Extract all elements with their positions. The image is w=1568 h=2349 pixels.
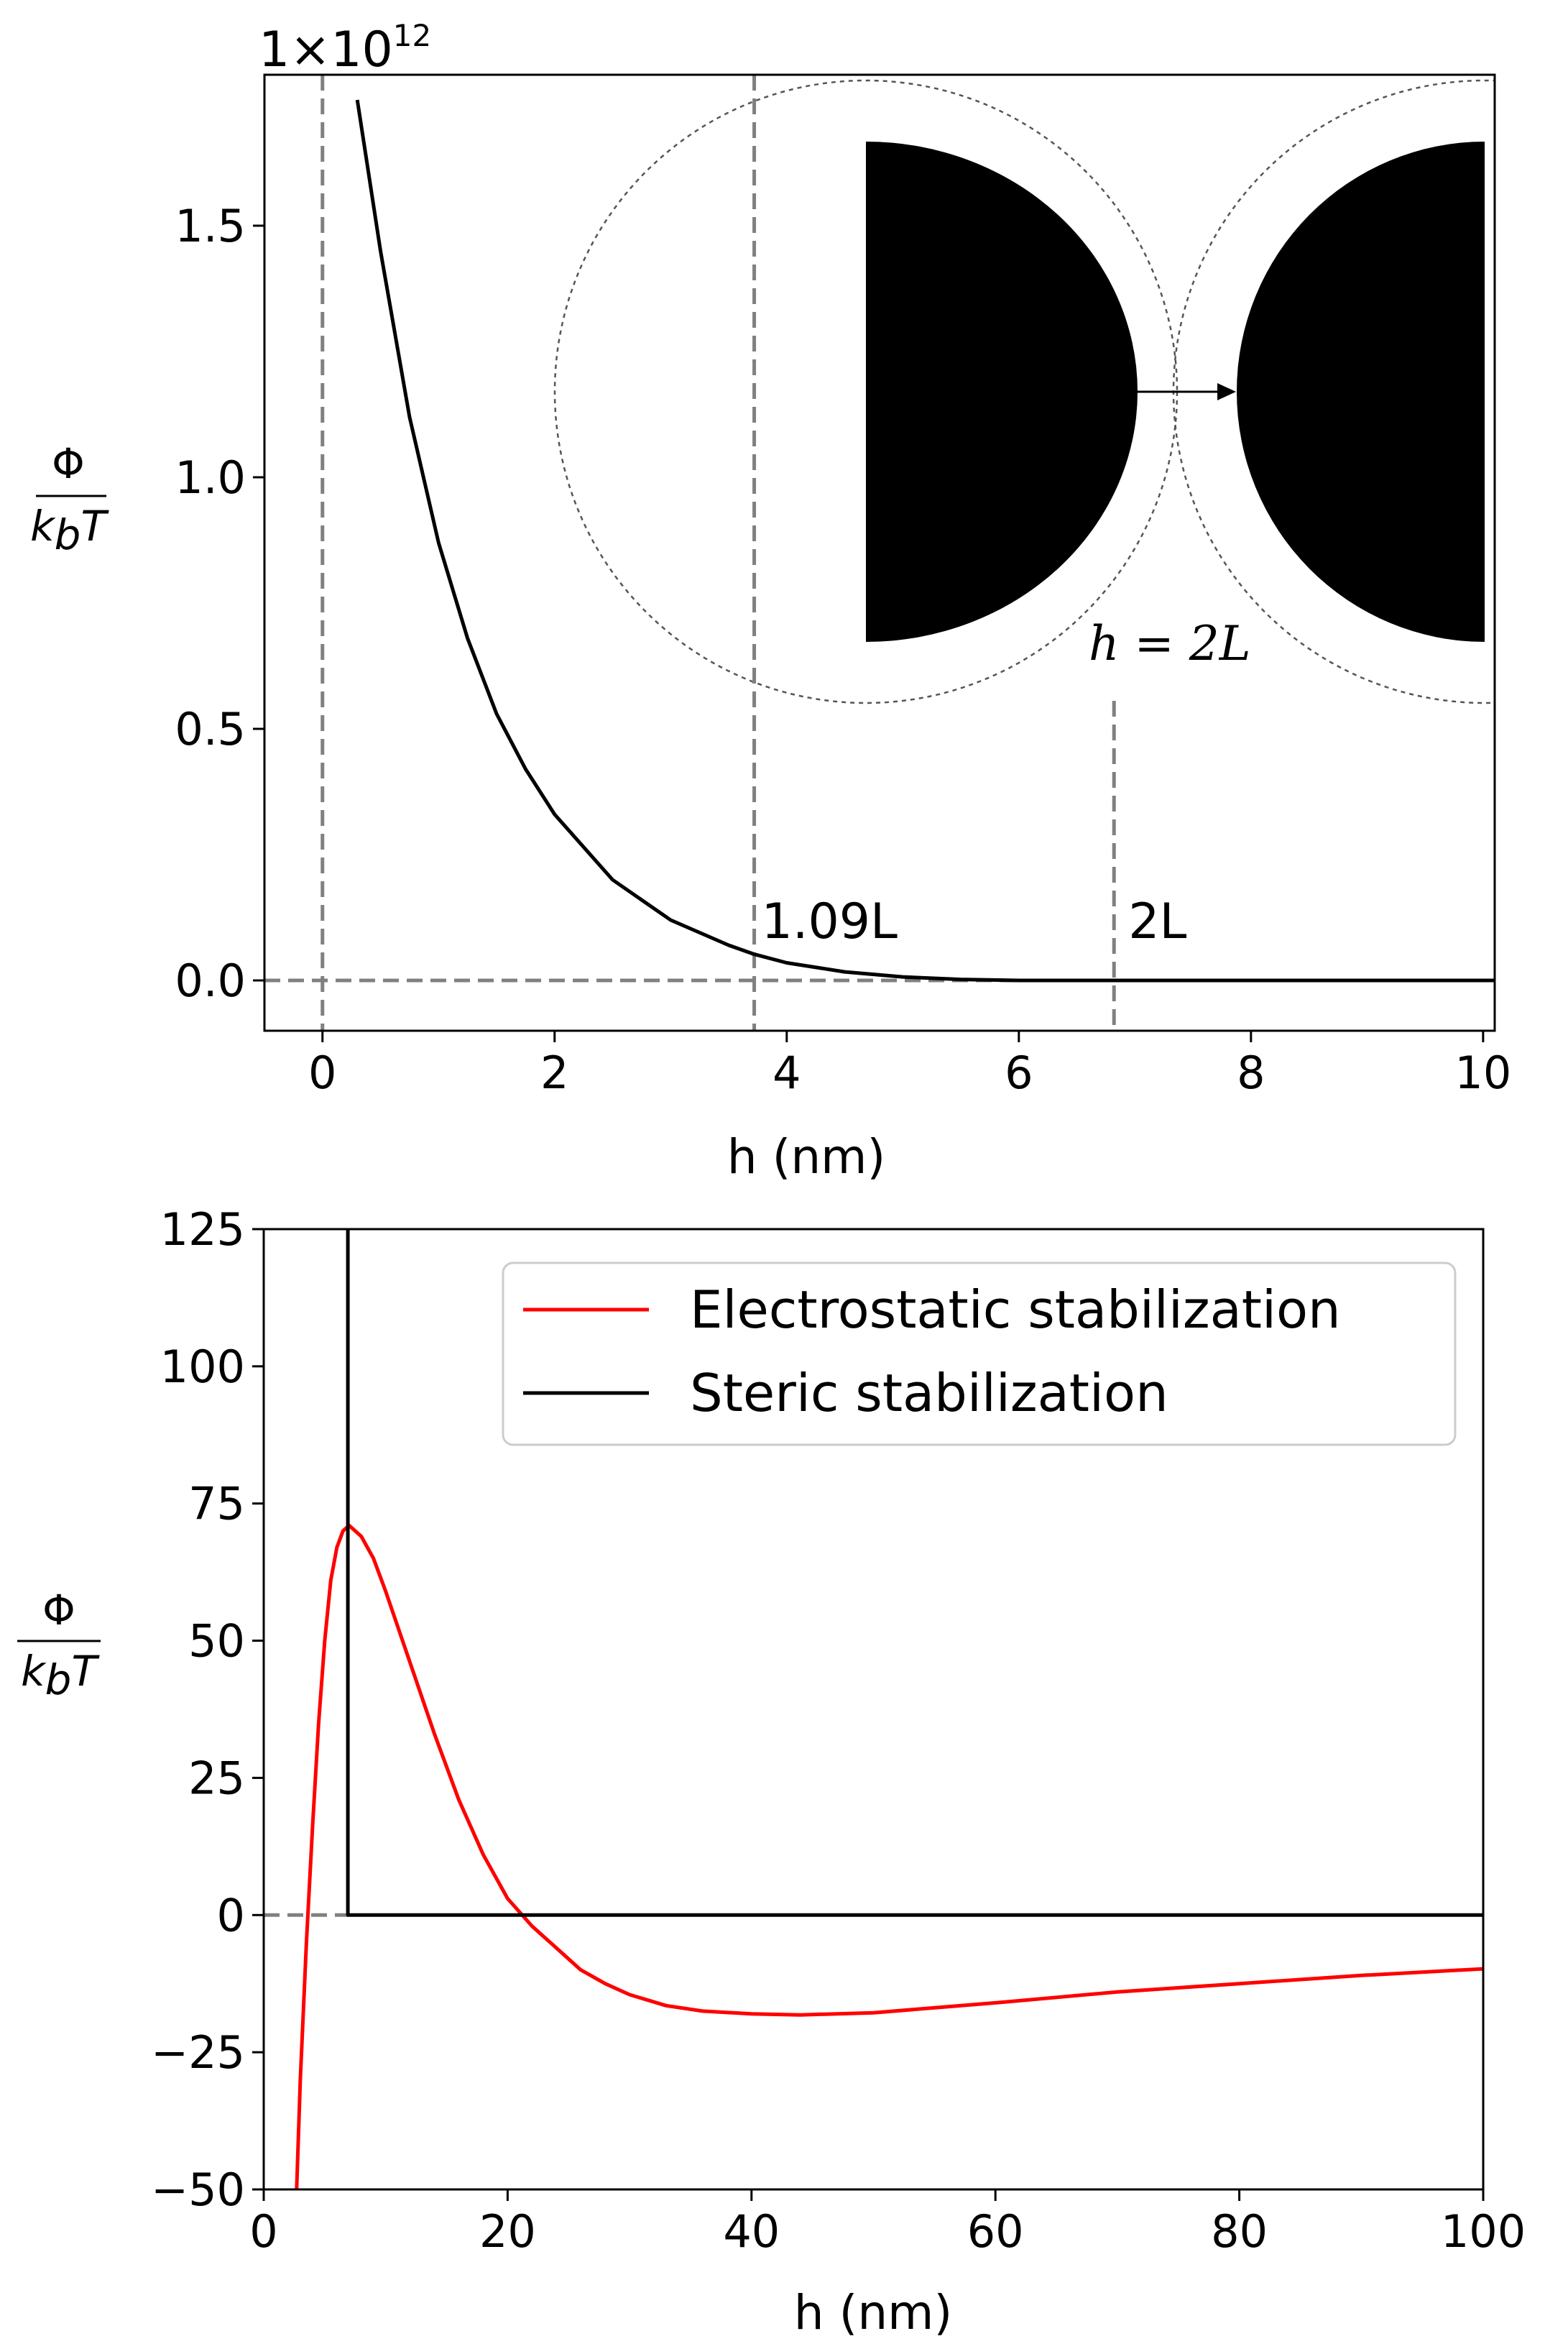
y-tick-label: −25 [151, 2026, 245, 2079]
x-tick-label: 20 [479, 2205, 536, 2258]
svg-text:kbT: kbT [30, 502, 109, 559]
legend-label-steric: Steric stabilization [690, 1363, 1168, 1423]
left-particle [866, 142, 1138, 642]
bottom-series [295, 1229, 1483, 2189]
x-tick-label: 6 [1005, 1047, 1033, 1099]
top-y-ticks: 0.0 0.5 1.0 1.5 [175, 200, 264, 1007]
bottom-y-axis-label: Φ kbT [17, 1586, 101, 1704]
series-line-steric-repulsion [355, 99, 1495, 983]
top-offset-text: 1×1012 [259, 18, 431, 78]
top-x-axis-label: h (nm) [727, 1129, 885, 1185]
series-line-electrostatic-stabilization [295, 1523, 1483, 2189]
top-y-axis-label: Φ kbT [30, 439, 109, 559]
top-x-ticks: 0 2 4 6 8 10 [308, 1031, 1511, 1099]
y-tick-label: 0 [217, 1889, 245, 1941]
arrowhead-right-icon [1217, 383, 1236, 400]
svg-text:kbT: kbT [21, 1647, 100, 1704]
legend-box [502, 1261, 1457, 1446]
y-tick-label: 0.5 [175, 703, 246, 755]
x-tick-label: 80 [1211, 2205, 1268, 2258]
particle-schematic-inset: h = 2L [553, 79, 1495, 704]
legend: Electrostatic stabilization Steric stabi… [502, 1261, 1457, 1446]
y-tick-label: 0.0 [175, 955, 246, 1007]
inset-label: h = 2L [1089, 616, 1251, 671]
x-tick-label: 0 [249, 2205, 277, 2258]
top-chart-panel: h = 2L 1.09L 2L 0 2 4 6 8 10 0.0 0.5 1.0 1.5 h (… [30, 18, 1511, 1185]
x-tick-label: 2 [540, 1047, 568, 1099]
bottom-x-ticks: 0 20 40 60 80 100 [249, 2189, 1526, 2258]
x-tick-label: 40 [723, 2205, 780, 2258]
y-tick-label: 1.5 [175, 200, 246, 252]
y-tick-label: 1.0 [175, 451, 246, 504]
x-tick-label: 0 [308, 1047, 336, 1099]
bottom-x-axis-label: h (nm) [794, 2285, 952, 2340]
y-tick-label: 50 [188, 1615, 245, 1668]
y-tick-label: 75 [188, 1478, 245, 1530]
svg-text:Φ: Φ [42, 1586, 75, 1635]
x-tick-label: 10 [1454, 1047, 1511, 1099]
y-tick-label: 125 [160, 1203, 245, 1256]
y-tick-label: 25 [188, 1752, 245, 1804]
top-series [355, 99, 1495, 983]
svg-text:Φ: Φ [52, 439, 85, 488]
y-tick-label: −50 [151, 2164, 245, 2216]
legend-label-electrostatic: Electrostatic stabilization [690, 1279, 1341, 1340]
bottom-y-ticks: −50 −25 0 25 50 75 100 125 [151, 1203, 264, 2216]
series-line-steric-stabilization [346, 1229, 1483, 1917]
bottom-axes-frame [262, 1228, 1485, 2191]
arrowhead-left-icon [1115, 383, 1134, 400]
ref-label-1.09L: 1.09L [762, 893, 898, 950]
ref-label-2L: 2L [1128, 893, 1186, 950]
y-tick-label: 100 [160, 1341, 245, 1393]
top-axes-frame [263, 73, 1496, 1032]
x-tick-label: 60 [967, 2205, 1024, 2258]
x-tick-label: 4 [773, 1047, 801, 1099]
x-tick-label: 8 [1237, 1047, 1265, 1099]
right-particle [1237, 142, 1485, 642]
x-tick-label: 100 [1441, 2205, 1526, 2258]
